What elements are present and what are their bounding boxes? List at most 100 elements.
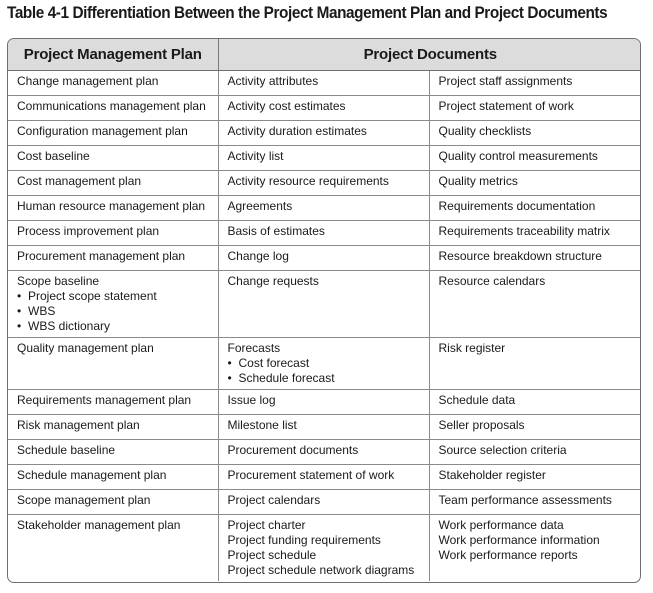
plan-cell: Change management plan (8, 71, 218, 96)
table-row: Scope baselineProject scope statementWBS… (8, 270, 640, 338)
cell-text: Project staff assignments (438, 74, 573, 88)
document-cell: Procurement documents (217, 439, 429, 465)
document-cell: Issue log (217, 389, 429, 415)
cell-text: Cost management plan (17, 174, 142, 188)
plan-cell: Quality management plan (8, 337, 218, 390)
cell-text: Human resource management plan (17, 199, 206, 213)
header-project-documents: Project Documents (217, 39, 640, 71)
document-cell: Project staff assignments (428, 70, 640, 96)
cell-text: Team performance assessments (438, 493, 612, 507)
document-cell: Activity list (217, 145, 429, 171)
cell-text: Issue log (227, 393, 276, 407)
document-cell: Stakeholder register (428, 464, 640, 490)
cell-text: Resource calendars (438, 274, 546, 288)
cell-text: Project schedule network diagrams (227, 563, 415, 577)
table-row: Cost baseline Activity list Quality contro… (8, 145, 640, 171)
cell-text: Activity list (227, 149, 284, 163)
header-project-management-plan: Project Management Plan (8, 39, 218, 71)
cell-text: Scope baseline (17, 274, 100, 288)
plan-cell: Risk management plan (8, 414, 218, 440)
cell-text: Risk management plan (17, 418, 140, 432)
document-cell: Activity duration estimates (217, 120, 429, 146)
plan-cell: Stakeholder management plan (8, 514, 218, 581)
cell-text: Procurement documents (227, 443, 359, 457)
cell-text: Agreements (227, 199, 293, 213)
cell-text: Procurement statement of work (227, 468, 395, 482)
table-row: Quality management plan ForecastsCost for… (8, 337, 640, 390)
cell-text: Quality metrics (438, 174, 518, 188)
document-cell: Resource calendars (428, 270, 640, 338)
table-row: Communications management plan Activity c… (8, 95, 640, 121)
document-cell: Risk register (428, 337, 640, 390)
table-row: Schedule management plan Procurement stat… (8, 464, 640, 490)
cell-text: Forecasts (227, 341, 281, 355)
cell-text: Configuration management plan (17, 124, 188, 138)
document-cell: ForecastsCost forecastSchedule forecast (217, 337, 429, 390)
cell-text: Source selection criteria (438, 443, 567, 457)
bullet-item: WBS (17, 304, 218, 319)
table-row: Procurement management plan Change log Res… (8, 245, 640, 271)
document-cell: Milestone list (217, 414, 429, 440)
plan-cell: Scope baselineProject scope statementWBS… (8, 270, 218, 338)
cell-text: Stakeholder register (438, 468, 546, 482)
cell-text: Activity resource requirements (227, 174, 389, 188)
document-cell: Project calendars (217, 489, 429, 515)
document-cell: Work performance data Work performance in… (428, 514, 640, 581)
cell-text: Communications management plan (17, 99, 206, 113)
table-row: Risk management plan Milestone list Seller… (8, 414, 640, 440)
cell-text: Resource breakdown structure (438, 249, 602, 263)
cell-text: Project funding requirements (227, 533, 381, 547)
cell-text: Cost baseline (17, 149, 90, 163)
bullet-item: Project scope statement (17, 289, 218, 304)
plan-cell: Scope management plan (8, 489, 218, 515)
document-cell: Quality metrics (428, 170, 640, 196)
plan-cell: Process improvement plan (8, 220, 218, 246)
header-row: Project Management Plan Project Document… (8, 39, 640, 71)
document-cell: Quality checklists (428, 120, 640, 146)
cell-text: Quality checklists (438, 124, 532, 138)
document-cell: Team performance assessments (428, 489, 640, 515)
cell-text: Project schedule (227, 548, 317, 562)
document-cell: Requirements traceability matrix (428, 220, 640, 246)
cell-text: Scope management plan (17, 493, 151, 507)
document-cell: Activity resource requirements (217, 170, 429, 196)
cell-text: Work performance reports (438, 548, 578, 562)
document-cell: Agreements (217, 195, 429, 221)
document-cell: Schedule data (428, 389, 640, 415)
bullet-item: Cost forecast (228, 356, 429, 371)
cell-text: Activity cost estimates (227, 99, 346, 113)
table-row: Scope management plan Project calendars Te… (8, 489, 640, 515)
cell-text: Process improvement plan (17, 224, 160, 238)
table-row: Configuration management plan Activity du… (8, 120, 640, 146)
cell-text: Project statement of work (438, 99, 574, 113)
document-cell: Quality control measurements (428, 145, 640, 171)
cell-text: Procurement management plan (17, 249, 186, 263)
table-row: Requirements management plan Issue log Sch… (8, 389, 640, 415)
cell-text: Quality management plan (17, 341, 154, 355)
bullet-item: Schedule forecast (228, 371, 429, 386)
document-cell: Change log (217, 245, 429, 271)
plan-cell: Schedule baseline (8, 439, 218, 465)
cell-text: Change requests (227, 274, 319, 288)
cell-text: Activity attributes (227, 74, 319, 88)
plan-cell: Communications management plan (8, 95, 218, 121)
cell-text: Project calendars (227, 493, 321, 507)
table-row: Cost management plan Activity resource re… (8, 170, 640, 196)
document-cell: Activity cost estimates (217, 95, 429, 121)
cell-text: Stakeholder management plan (17, 518, 181, 532)
table: Project Management Plan Project Document… (8, 39, 640, 581)
plan-cell: Configuration management plan (8, 120, 218, 146)
cell-text: Work performance data (438, 518, 564, 532)
cell-text: Project charter (227, 518, 306, 532)
cell-text: Basis of estimates (227, 224, 325, 238)
cell-text: Schedule management plan (17, 468, 167, 482)
document-cell: Project charter Project funding requireme… (217, 514, 429, 581)
plan-cell: Cost baseline (8, 145, 218, 171)
cell-text: Requirements documentation (438, 199, 596, 213)
plan-cell: Procurement management plan (8, 245, 218, 271)
document-cell: Project statement of work (428, 95, 640, 121)
document-cell: Seller proposals (428, 414, 640, 440)
document-cell: Requirements documentation (428, 195, 640, 221)
plan-cell: Cost management plan (8, 170, 218, 196)
bullet-item: WBS dictionary (17, 319, 218, 334)
